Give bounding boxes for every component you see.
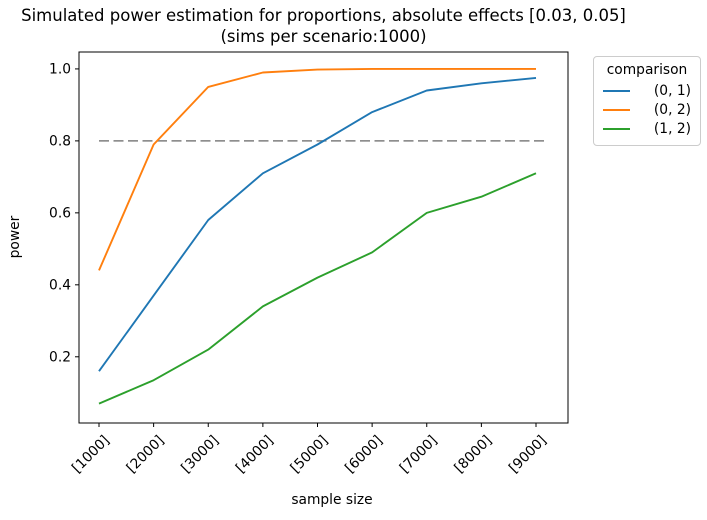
- y-tick-label: 0.2: [49, 350, 71, 366]
- chart-title: Simulated power estimation for proportio…: [21, 6, 626, 25]
- series-line-1: [98, 67, 536, 271]
- y-tick-label: 0.6: [49, 206, 71, 222]
- legend-item-label: (0, 1): [653, 82, 691, 99]
- x-tick-label: [8000]: [451, 433, 495, 477]
- legend-line-swatch-icon: [603, 108, 630, 111]
- series-line-2: [98, 172, 537, 405]
- x-tick-label: [9000]: [506, 433, 550, 477]
- chart-subtitle: (sims per scenario:1000): [220, 26, 427, 46]
- plot-border: [78, 51, 569, 424]
- legend-item: (0, 2): [603, 100, 691, 119]
- y-axis-label: power: [7, 215, 23, 258]
- legend-title: comparison: [606, 62, 688, 78]
- legend-item-label: (1, 2): [653, 120, 691, 137]
- x-tick-label: [5000]: [288, 433, 332, 477]
- y-tick-label: 0.4: [49, 278, 71, 294]
- legend-item: (1, 2): [603, 119, 691, 138]
- legend-line-swatch-icon: [603, 127, 630, 130]
- legend-line-swatch-icon: [603, 89, 630, 92]
- x-tick-label: [7000]: [397, 433, 441, 477]
- legend-item-label: (0, 2): [653, 101, 691, 118]
- x-tick-label: [2000]: [124, 433, 168, 477]
- series-line-0: [98, 76, 537, 372]
- chart-title-block: Simulated power estimation for proportio…: [0, 6, 647, 47]
- x-tick-label: [1000]: [69, 433, 113, 477]
- x-axis-label: sample size: [291, 492, 372, 508]
- x-tick-label: [3000]: [178, 433, 222, 477]
- y-tick-label: 0.8: [49, 134, 71, 150]
- x-tick-label: [4000]: [233, 433, 277, 477]
- x-tick-label: [6000]: [342, 433, 386, 477]
- legend: comparison (0, 1) (0, 2) (1, 2): [593, 56, 701, 146]
- y-tick-label: 1.0: [49, 62, 71, 78]
- legend-item: (0, 1): [603, 81, 691, 100]
